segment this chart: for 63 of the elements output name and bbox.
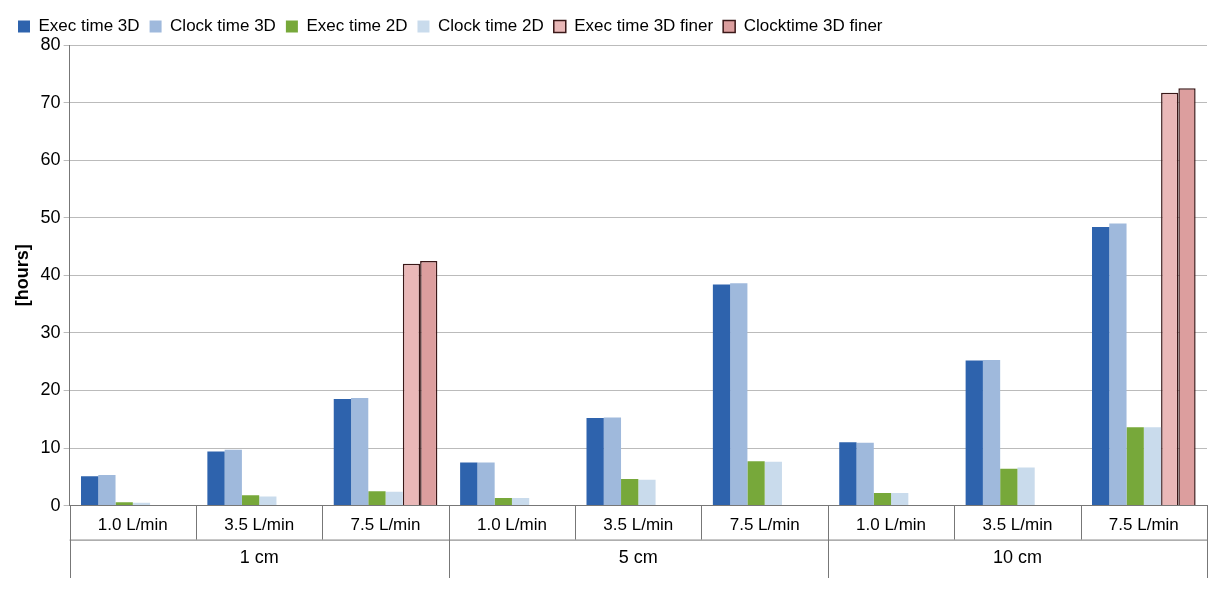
bar	[385, 491, 403, 506]
bar	[477, 462, 495, 506]
bar	[764, 461, 782, 506]
bar	[982, 359, 1001, 506]
x-tick-label: 3.5 L/min	[224, 515, 295, 535]
x-tick-label: 1.0 L/min	[856, 515, 927, 535]
bar	[638, 479, 656, 506]
bar	[333, 399, 352, 506]
x-tick-label: 7.5 L/min	[729, 515, 800, 535]
bar	[712, 284, 731, 506]
bar	[1126, 427, 1144, 506]
bar	[1000, 468, 1018, 506]
y-tick-label: 10	[40, 436, 61, 457]
x-tick-label: 7.5 L/min	[350, 515, 421, 535]
bar	[965, 360, 983, 506]
bar	[259, 496, 277, 506]
bar	[621, 479, 639, 506]
x-tick-label: 1.0 L/min	[476, 515, 547, 535]
legend-label: Clock time 3D	[170, 16, 276, 36]
bar	[115, 502, 133, 506]
bar	[207, 451, 225, 506]
bar	[351, 397, 369, 506]
bar	[603, 417, 622, 506]
bar	[1092, 226, 1110, 506]
bar	[98, 475, 116, 506]
bar	[81, 476, 99, 506]
x-tick-label: 7.5 L/min	[1108, 515, 1179, 535]
y-tick-label: 50	[40, 206, 61, 227]
text: 5 cm	[618, 546, 658, 567]
legend-label: Exec time 3D finer	[574, 16, 714, 36]
y-tick-label: 60	[40, 149, 61, 170]
y-tick-label: 0	[50, 494, 61, 515]
y-tick-label: 30	[40, 321, 61, 342]
legend-label: Clock time 2D	[437, 16, 544, 36]
bar	[747, 461, 765, 506]
bar	[460, 462, 478, 506]
bar	[730, 283, 748, 506]
bar	[873, 492, 892, 506]
y-tick-label: 70	[40, 91, 61, 112]
x-tick-label: 1.0 L/min	[97, 515, 168, 535]
bar	[241, 495, 260, 506]
bar	[891, 492, 909, 506]
y-tick-label: 80	[40, 33, 61, 54]
text: 1 cm	[239, 546, 279, 567]
bar	[1109, 223, 1127, 506]
bar	[1017, 467, 1035, 506]
text: 10 cm	[992, 546, 1042, 567]
x-tick-label: 3.5 L/min	[982, 515, 1053, 535]
bar	[224, 449, 242, 506]
bar	[839, 442, 857, 506]
x-tick-label: 3.5 L/min	[603, 515, 674, 535]
bar	[586, 418, 604, 506]
y-tick-label: 40	[40, 264, 61, 285]
legend-label: Clocktime 3D finer	[743, 16, 883, 36]
bar	[1143, 427, 1162, 506]
bar	[494, 498, 512, 506]
y-axis-title: [hours]	[11, 244, 32, 307]
legend-label: Exec time 2D	[306, 16, 408, 36]
bar	[511, 498, 530, 506]
bar	[368, 491, 386, 506]
legend-label: Exec time 3D	[38, 16, 140, 36]
y-tick-label: 20	[40, 379, 61, 400]
bar	[856, 442, 874, 506]
